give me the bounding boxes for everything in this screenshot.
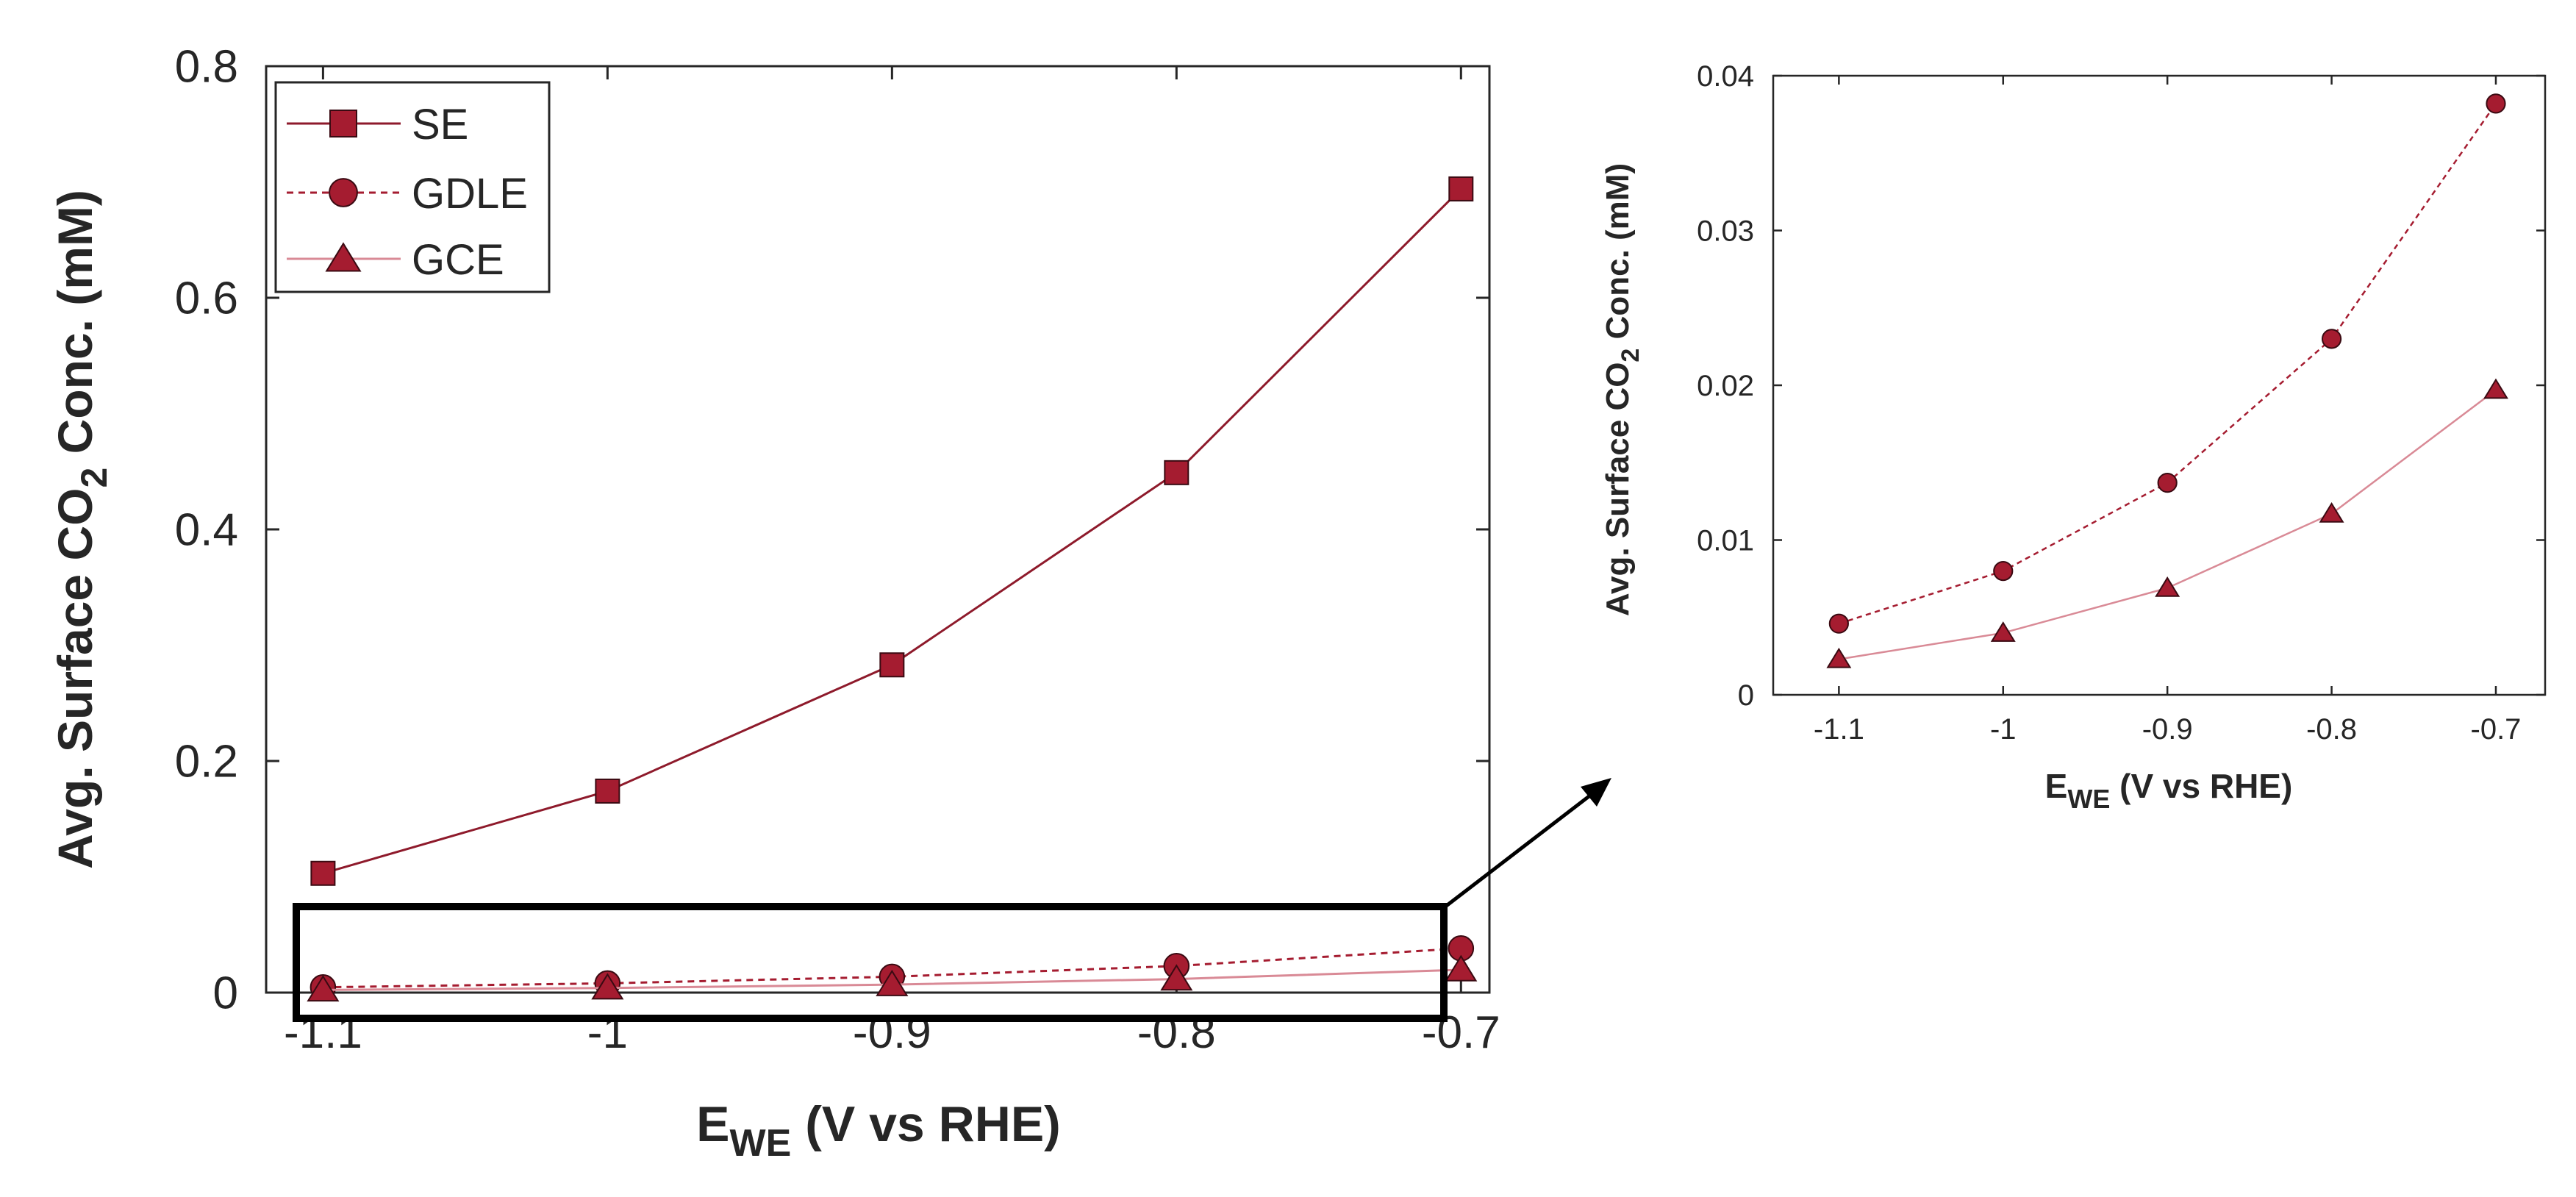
data-point-gce [2319, 501, 2344, 523]
inset-x-axis-label: EWE (V vs RHE) [2045, 767, 2293, 814]
main-y-axis-label: Avg. Surface CO2 Conc. (mM) [48, 190, 115, 869]
data-point-gce [876, 969, 909, 996]
zoom-region-box [293, 903, 1448, 1022]
inset-y-axis-label: Avg. Surface CO2 Conc. (mM) [1600, 163, 1645, 616]
data-point-gce [1990, 621, 2016, 642]
data-point-se [1448, 176, 1474, 201]
data-point-gdle [2157, 473, 2178, 493]
data-point-gce [1160, 964, 1193, 991]
zoom-arrow-head [1581, 778, 1611, 807]
data-point-gce [2483, 378, 2508, 399]
series-line-gdle [1838, 103, 2497, 625]
y-tick-label: 0.02 [1697, 370, 1754, 402]
data-point-se [310, 860, 336, 886]
data-point-se [879, 652, 905, 678]
y-tick-label: 0.04 [1697, 60, 1754, 93]
legend-marker-gdle [329, 178, 358, 207]
legend-label-gdle: GDLE [412, 170, 528, 218]
data-point-gdle [2486, 93, 2506, 114]
data-point-gce [591, 973, 624, 1000]
data-point-se [1164, 460, 1189, 485]
legend-label-se: SE [412, 101, 468, 149]
data-point-se [595, 778, 620, 804]
inset-series-group [1826, 93, 2508, 668]
y-tick-label: 0 [213, 968, 238, 1019]
legend-box [274, 81, 551, 293]
main-x-axis-label: EWE (V vs RHE) [696, 1096, 1061, 1165]
x-tick-label: -1 [1990, 713, 2017, 746]
x-tick-label: -0.9 [2142, 713, 2193, 746]
y-tick-label: 0.2 [175, 737, 238, 787]
data-point-gdle [2321, 329, 2342, 349]
zoom-arrow-line [1444, 791, 1595, 908]
data-point-gdle [1828, 613, 1849, 634]
data-point-gdle [1993, 561, 2014, 582]
data-point-gce [307, 975, 340, 1002]
y-tick-label: 0 [1738, 679, 1754, 712]
legend-label-gce: GCE [412, 236, 504, 284]
legend: SE GDLE GCE [274, 81, 551, 293]
main-series-group [307, 176, 1478, 1002]
inset-plot-frame [1772, 74, 2547, 696]
x-tick-label: -0.7 [2471, 713, 2522, 746]
legend-marker-gce [325, 242, 362, 272]
x-tick-label: -1.1 [1814, 713, 1864, 746]
y-tick-label: 0.03 [1697, 215, 1754, 248]
data-point-gce [2155, 576, 2180, 597]
data-point-gce [1826, 647, 1852, 668]
inset-ticks: -1.1 -1 -0.9 -0.8 -0.7 0 0.01 0.02 0.03 0.04 [1697, 60, 2545, 746]
y-tick-label: 0.4 [175, 505, 238, 556]
series-line-gce [1839, 389, 2497, 660]
legend-items: SE GDLE GCE [287, 101, 528, 284]
data-point-gce [1445, 954, 1478, 982]
y-tick-label: 0.6 [175, 274, 238, 324]
x-tick-label: -0.8 [2306, 713, 2357, 746]
legend-marker-se [329, 110, 357, 137]
y-tick-label: 0.8 [175, 42, 238, 93]
y-tick-label: 0.01 [1697, 525, 1754, 557]
